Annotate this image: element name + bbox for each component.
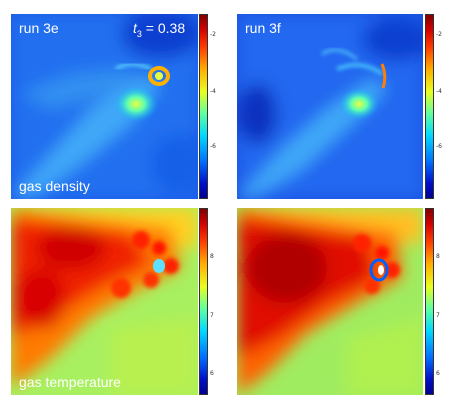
time-value: = 0.38: [141, 20, 186, 36]
cbar-tick: 8: [210, 253, 214, 260]
density-map-run-3e: [11, 14, 198, 199]
cbar-tick: -2: [210, 31, 216, 38]
density-panel-run-3e: run 3e t3 = 0.38 gas density: [11, 14, 198, 199]
temperature-map-run-3e: [11, 208, 198, 395]
density-map-run-3f: [237, 14, 423, 199]
temperature-map-run-3f: [237, 208, 423, 395]
cbar-tick: 6: [436, 370, 440, 377]
time-var: t: [133, 20, 137, 36]
cbar-tick: 6: [210, 370, 214, 377]
cbar-tick: -6: [436, 143, 442, 150]
temperature-panel-run-3f: [237, 208, 423, 395]
cbar-tick: 7: [210, 312, 214, 319]
time-label: t3 = 0.38: [133, 20, 185, 39]
density-panel-run-3f: run 3f: [237, 14, 423, 199]
time-sub: 3: [136, 28, 142, 39]
cbar-tick: -4: [210, 88, 216, 95]
cbar-tick: -6: [210, 143, 216, 150]
row-label-temperature: gas temperature: [19, 374, 121, 390]
colorbar-density-left: [199, 14, 208, 199]
run-label: run 3e: [19, 20, 59, 36]
cbar-tick: 8: [436, 253, 440, 260]
temperature-panel-run-3e: gas temperature: [11, 208, 198, 395]
colorbar-temperature-right: [425, 208, 434, 395]
run-label: run 3f: [245, 20, 281, 36]
cbar-tick: -2: [436, 31, 442, 38]
row-label-density: gas density: [19, 178, 90, 194]
cbar-tick: 7: [436, 312, 440, 319]
cbar-tick: -4: [436, 88, 442, 95]
colorbar-temperature-left: [199, 208, 208, 395]
colorbar-density-right: [425, 14, 434, 199]
